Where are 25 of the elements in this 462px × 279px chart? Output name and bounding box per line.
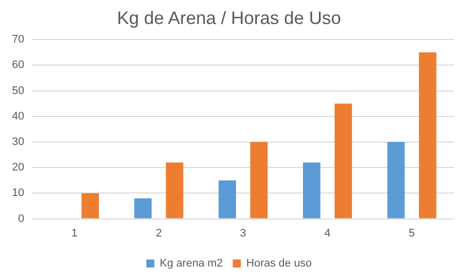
bar <box>82 193 99 218</box>
y-tick-label: 0 <box>18 212 24 225</box>
bar <box>166 162 184 218</box>
y-tick-label: 40 <box>12 110 24 122</box>
legend-label: Kg arena m2 <box>160 258 223 270</box>
x-tick-label: 5 <box>408 227 415 240</box>
bar <box>250 142 268 218</box>
x-tick-label: 1 <box>71 227 78 240</box>
y-tick-label: 50 <box>12 84 24 97</box>
x-tick-label: 3 <box>240 227 246 240</box>
y-tick-label: 70 <box>12 34 24 46</box>
x-tick-label: 2 <box>156 227 162 240</box>
bar <box>134 198 152 218</box>
chart-title: Kg de Arena / Horas de Uso <box>116 8 342 28</box>
legend-label: Horas de uso <box>246 258 312 270</box>
y-tick-label: 60 <box>12 59 24 72</box>
y-tick-label: 20 <box>12 162 24 174</box>
bar <box>418 52 436 218</box>
bar <box>387 142 405 218</box>
y-tick-label: 30 <box>12 136 24 148</box>
bar <box>218 180 236 218</box>
x-tick-label: 4 <box>324 227 331 240</box>
bar <box>302 162 320 218</box>
y-tick-label: 10 <box>12 187 24 200</box>
bar <box>334 104 352 218</box>
